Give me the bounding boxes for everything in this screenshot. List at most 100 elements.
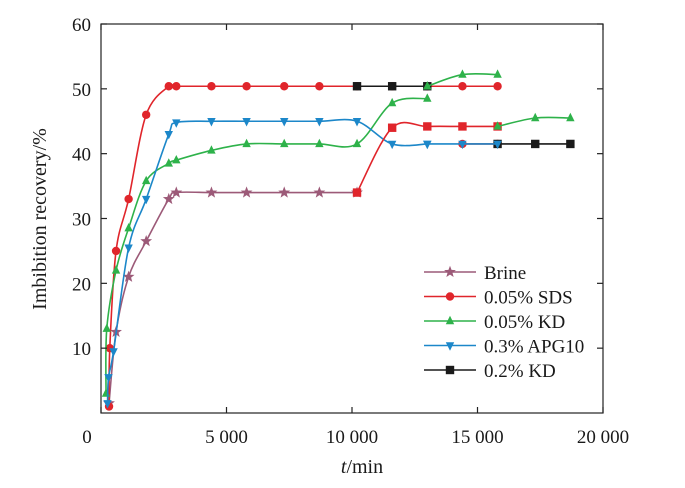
data-point xyxy=(164,158,173,167)
data-point xyxy=(458,82,467,91)
data-point xyxy=(242,118,251,127)
series-8 xyxy=(493,112,575,130)
data-point xyxy=(172,119,181,128)
series-3 xyxy=(103,118,432,409)
data-point xyxy=(172,154,181,164)
series-line xyxy=(105,97,428,394)
data-point xyxy=(172,82,181,91)
legend-marker xyxy=(445,342,455,351)
legend-label: 0.3% APG10 xyxy=(484,337,584,358)
data-point xyxy=(458,69,467,78)
legend-item: 0.05% SDS xyxy=(424,288,573,309)
data-point xyxy=(207,145,216,154)
data-point xyxy=(493,121,502,130)
data-point xyxy=(141,175,151,185)
legend-item: 0.05% KD xyxy=(424,312,565,333)
data-point xyxy=(315,82,324,91)
data-point xyxy=(423,93,432,102)
data-point xyxy=(387,140,397,150)
data-point xyxy=(352,188,362,197)
data-point xyxy=(423,140,432,150)
legend-label: 0.2% KD xyxy=(484,361,556,382)
data-point xyxy=(278,186,291,198)
data-point xyxy=(458,140,467,150)
data-point xyxy=(566,139,575,149)
series-1 xyxy=(104,82,502,411)
x-tick-label: 15 000 xyxy=(451,427,503,448)
data-point xyxy=(170,186,183,198)
data-point xyxy=(124,244,133,253)
data-point xyxy=(122,270,135,282)
data-point xyxy=(352,138,362,148)
series-line xyxy=(106,118,428,404)
data-point xyxy=(387,97,397,107)
x-axis-title: t/min xyxy=(341,456,383,478)
legend-label: 0.05% KD xyxy=(484,312,565,333)
data-point xyxy=(103,400,112,409)
data-point xyxy=(104,374,113,383)
series-layer xyxy=(101,69,575,411)
legend: Brine 0.05% SDS 0.05% KD 0.3% APG10 0.2% KD xyxy=(424,263,584,382)
data-point xyxy=(493,140,502,150)
y-tick-label: 60 xyxy=(72,15,91,36)
y-tick-label: 30 xyxy=(72,210,91,231)
data-point xyxy=(164,131,173,140)
data-point xyxy=(280,118,289,127)
x-axis-title-variable: t xyxy=(341,456,347,478)
data-point xyxy=(124,194,133,204)
data-point xyxy=(531,112,540,122)
legend-marker xyxy=(445,292,455,301)
data-point xyxy=(141,110,151,119)
data-point xyxy=(387,123,397,132)
data-point xyxy=(240,186,253,198)
data-point xyxy=(315,118,324,127)
data-point xyxy=(423,81,432,90)
data-point xyxy=(458,122,467,131)
series-line xyxy=(108,191,358,404)
data-point xyxy=(423,122,432,131)
series-9 xyxy=(493,139,575,149)
x-tick-label: 20 000 xyxy=(577,427,629,448)
legend-label: Brine xyxy=(484,263,526,284)
data-point xyxy=(493,82,502,91)
data-point xyxy=(162,192,175,205)
legend-marker xyxy=(445,365,455,375)
tick-labels: 0 5 000 10 000 15 000 20 000 10 20 30 40 50 60 xyxy=(72,15,629,448)
legend-item: Brine xyxy=(424,263,526,284)
legend-item: 0.2% KD xyxy=(424,361,556,382)
series-7 xyxy=(423,69,502,90)
data-point xyxy=(280,138,289,148)
series-0 xyxy=(103,186,363,409)
data-point xyxy=(140,234,153,247)
data-point xyxy=(109,348,118,357)
data-point xyxy=(207,118,216,127)
series-4 xyxy=(352,82,432,91)
series-10 xyxy=(423,140,502,150)
data-point xyxy=(111,246,121,256)
y-axis-title: Imbibition recovery/% xyxy=(29,128,51,310)
data-point xyxy=(164,82,173,91)
y-tick-label: 20 xyxy=(72,274,91,295)
x-tick-label: 5 000 xyxy=(205,427,248,448)
data-point xyxy=(493,69,502,78)
x-tick-label: 10 000 xyxy=(326,427,378,448)
legend-marker xyxy=(445,315,455,325)
data-point xyxy=(111,265,121,274)
data-point xyxy=(124,223,133,232)
data-point xyxy=(242,82,251,91)
data-point xyxy=(205,186,218,198)
data-point xyxy=(102,323,111,332)
data-point xyxy=(207,82,216,91)
legend-marker xyxy=(444,265,456,278)
legend-item: 0.3% APG10 xyxy=(424,337,584,358)
y-tick-label: 40 xyxy=(72,145,91,166)
y-tick-label: 10 xyxy=(72,339,91,360)
axes xyxy=(100,23,604,414)
y-tick-label: 50 xyxy=(72,80,91,101)
x-tick-label: 0 xyxy=(82,427,92,448)
data-point xyxy=(313,186,326,198)
data-point xyxy=(531,139,540,149)
data-point xyxy=(352,118,362,127)
data-point xyxy=(315,138,324,148)
